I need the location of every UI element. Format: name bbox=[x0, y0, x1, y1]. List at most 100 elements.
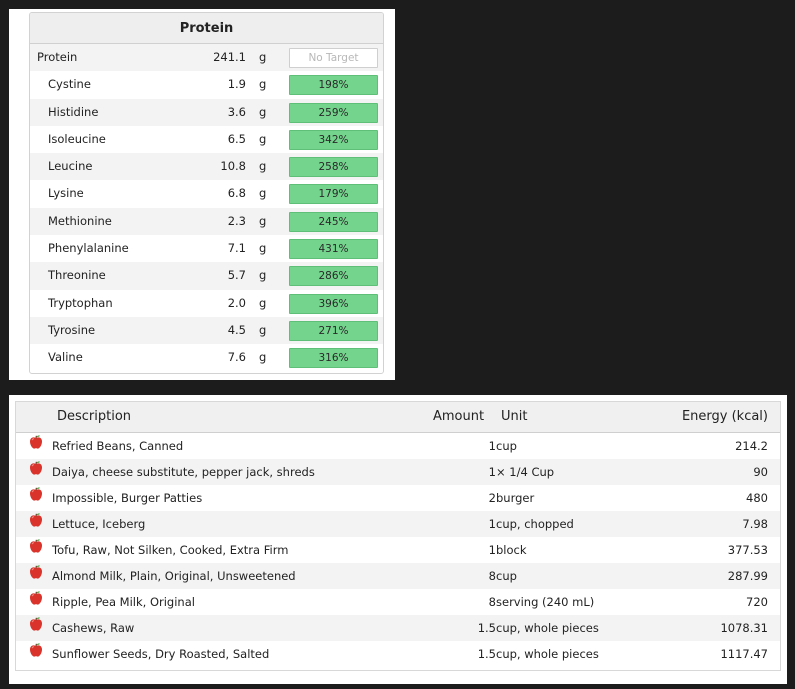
food-amount: 8 bbox=[488, 569, 496, 583]
nutrient-name: Tyrosine bbox=[48, 322, 96, 337]
food-row[interactable]: Impossible, Burger Patties 2 burger 480 bbox=[16, 485, 780, 511]
nutrient-amount: 7.1 bbox=[227, 241, 246, 256]
food-row[interactable]: Almond Milk, Plain, Original, Unsweetene… bbox=[16, 563, 780, 589]
food-description: Sunflower Seeds, Dry Roasted, Salted bbox=[52, 647, 270, 661]
apple-icon-graphic bbox=[29, 487, 43, 501]
no-target-box: No Target bbox=[289, 48, 378, 68]
apple-icon bbox=[28, 641, 44, 657]
apple-icon-graphic bbox=[29, 461, 43, 475]
apple-icon bbox=[28, 615, 44, 631]
nutrient-row[interactable]: Phenylalanine 7.1 g 431% bbox=[30, 235, 383, 262]
target-percent-bar: 271% bbox=[289, 320, 378, 341]
nutrient-amount: 10.8 bbox=[220, 159, 246, 174]
food-energy: 377.53 bbox=[727, 543, 768, 557]
apple-icon-graphic bbox=[29, 617, 43, 631]
food-row[interactable]: Daiya, cheese substitute, pepper jack, s… bbox=[16, 459, 780, 485]
nutrient-row[interactable]: Histidine 3.6 g 259% bbox=[30, 98, 383, 126]
apple-icon bbox=[28, 537, 44, 553]
food-amount: 1 bbox=[488, 517, 496, 531]
apple-icon-graphic bbox=[29, 643, 43, 657]
nutrient-name: Isoleucine bbox=[48, 131, 106, 146]
column-header-amount[interactable]: Amount bbox=[433, 409, 485, 424]
food-amount: 2 bbox=[488, 491, 496, 505]
food-energy: 1117.47 bbox=[720, 647, 768, 661]
food-description: Cashews, Raw bbox=[52, 621, 135, 635]
nutrient-unit: g bbox=[259, 186, 267, 201]
nutrient-row[interactable]: Threonine 5.7 g 286% bbox=[30, 262, 383, 290]
apple-icon bbox=[28, 459, 44, 475]
table-header: Description Amount Unit Energy (kcal) bbox=[16, 402, 780, 433]
nutrient-amount: 2.0 bbox=[227, 295, 246, 310]
food-log-panel: Description Amount Unit Energy (kcal) Re… bbox=[9, 395, 787, 684]
food-row[interactable]: Ripple, Pea Milk, Original 8 serving (240 … bbox=[16, 589, 780, 615]
food-description: Ripple, Pea Milk, Original bbox=[52, 595, 195, 609]
food-energy: 480 bbox=[746, 491, 768, 505]
nutrient-amount: 6.8 bbox=[227, 186, 246, 201]
nutrient-unit: g bbox=[259, 159, 267, 174]
food-unit: cup, chopped bbox=[496, 517, 574, 531]
food-unit: cup, whole pieces bbox=[496, 621, 599, 635]
nutrient-row[interactable]: Cystine 1.9 g 198% bbox=[30, 71, 383, 98]
food-unit: serving (240 mL) bbox=[496, 595, 595, 609]
nutrient-amount: 6.5 bbox=[227, 131, 246, 146]
food-amount: 8 bbox=[488, 595, 496, 609]
nutrient-row[interactable]: Tryptophan 2.0 g 396% bbox=[30, 290, 383, 317]
nutrient-unit: g bbox=[259, 268, 267, 283]
apple-icon-graphic bbox=[29, 513, 43, 527]
column-header-energy[interactable]: Energy (kcal) bbox=[681, 409, 768, 424]
target-percent-bar: 258% bbox=[289, 157, 378, 178]
food-row[interactable]: Lettuce, Iceberg 1 cup, chopped 7.98 bbox=[16, 511, 780, 537]
food-energy: 7.98 bbox=[742, 517, 768, 531]
apple-icon bbox=[28, 485, 44, 501]
food-row[interactable]: Refried Beans, Canned 1 cup 214.2 bbox=[16, 433, 780, 459]
food-description: Refried Beans, Canned bbox=[52, 439, 184, 453]
nutrient-unit: g bbox=[259, 77, 267, 92]
food-unit: × 1/4 Cup bbox=[496, 465, 555, 479]
protein-rows: Protein 241.1 g No Target Cystine 1.9 g 198% His… bbox=[30, 44, 383, 372]
apple-icon bbox=[28, 511, 44, 527]
nutrient-row[interactable]: Methionine 2.3 g 245% bbox=[30, 207, 383, 236]
food-row[interactable]: Sunflower Seeds, Dry Roasted, Salted 1.5 c… bbox=[16, 641, 780, 667]
target-percent-bar: 179% bbox=[289, 184, 378, 205]
food-description: Tofu, Raw, Not Silken, Cooked, Extra Fir… bbox=[52, 543, 289, 557]
column-header-description[interactable]: Description bbox=[57, 409, 132, 424]
nutrient-amount: 3.6 bbox=[227, 104, 246, 119]
food-unit: cup bbox=[496, 439, 517, 453]
apple-icon-graphic bbox=[29, 565, 43, 579]
nutrient-row[interactable]: Tyrosine 4.5 g 271% bbox=[30, 316, 383, 345]
target-percent-bar: 245% bbox=[289, 211, 378, 232]
nutrient-name: Phenylalanine bbox=[48, 241, 129, 256]
apple-icon bbox=[28, 589, 44, 605]
nutrient-unit: g bbox=[259, 322, 267, 337]
nutrient-name: Lysine bbox=[48, 186, 84, 201]
nutrient-row[interactable]: Protein 241.1 g No Target bbox=[30, 44, 383, 72]
nutrient-name: Protein bbox=[37, 50, 78, 64]
nutrient-name: Methionine bbox=[48, 213, 112, 228]
food-description: Lettuce, Iceberg bbox=[52, 517, 146, 531]
nutrient-unit: g bbox=[259, 104, 267, 119]
nutrient-row[interactable]: Valine 7.6 g 316% bbox=[30, 344, 383, 371]
apple-icon-graphic bbox=[29, 435, 43, 449]
food-row[interactable]: Tofu, Raw, Not Silken, Cooked, Extra Fir… bbox=[16, 537, 780, 563]
target-percent-bar: 198% bbox=[289, 75, 378, 96]
nutrient-amount: 4.5 bbox=[227, 322, 246, 337]
nutrient-row[interactable]: Isoleucine 6.5 g 342% bbox=[30, 126, 383, 153]
nutrient-row[interactable]: Leucine 10.8 g 258% bbox=[30, 153, 383, 181]
target-percent-bar: 396% bbox=[289, 293, 378, 314]
target-percent-bar: 342% bbox=[289, 129, 378, 150]
food-amount: 1 bbox=[488, 439, 496, 453]
food-row[interactable]: Cashews, Raw 1.5 cup, whole pieces 1078.31 bbox=[16, 615, 780, 641]
food-unit: burger bbox=[496, 491, 535, 505]
food-description: Impossible, Burger Patties bbox=[52, 491, 203, 505]
column-header-unit[interactable]: Unit bbox=[501, 409, 528, 424]
food-energy: 287.99 bbox=[727, 569, 768, 583]
nutrient-row[interactable]: Lysine 6.8 g 179% bbox=[30, 180, 383, 207]
nutrient-amount: 1.9 bbox=[227, 77, 246, 92]
food-description: Almond Milk, Plain, Original, Unsweetene… bbox=[52, 569, 296, 583]
nutrient-amount: 7.6 bbox=[227, 350, 246, 365]
nutrient-name: Leucine bbox=[48, 159, 93, 174]
food-unit: cup bbox=[496, 569, 517, 583]
food-unit: cup, whole pieces bbox=[496, 647, 599, 661]
food-log-table: Description Amount Unit Energy (kcal) Re… bbox=[15, 401, 781, 671]
nutrient-name: Cystine bbox=[48, 77, 91, 92]
